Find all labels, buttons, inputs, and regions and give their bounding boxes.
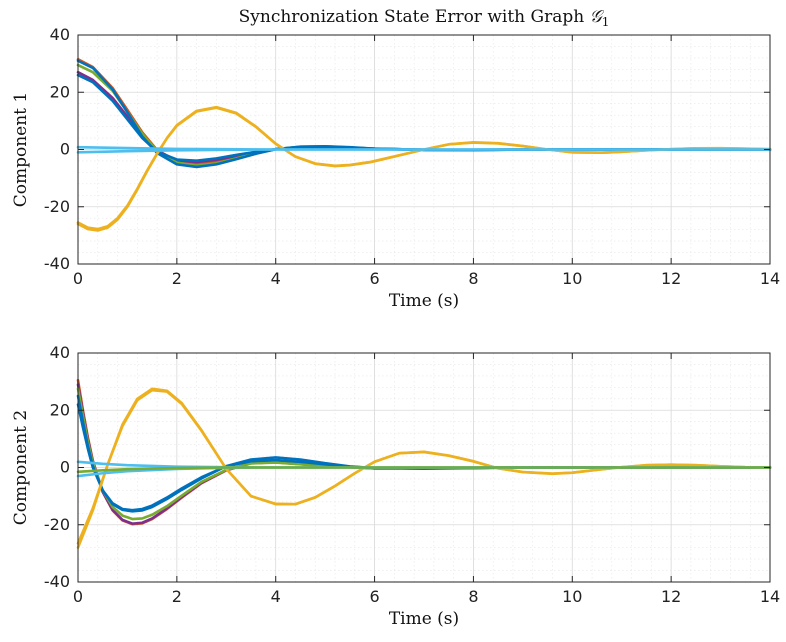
graph-subscript: 1: [602, 15, 610, 29]
series-group: [76, 378, 772, 549]
series-line-7: [76, 388, 772, 545]
y-tick-label: -20: [44, 515, 70, 534]
y-tick-label: 20: [50, 400, 70, 419]
chart-component-1: 0 2 4 6 8 10 12 14 -40 -20 0 20 40 Time (s) Component …: [11, 25, 780, 311]
x-tick-label: 14: [760, 269, 780, 288]
chart-component-2: 0 2 4 6 8 10 12 14 -40 -20 0 20 40 Time (s) Component …: [11, 343, 780, 629]
series-line-9: [76, 145, 772, 151]
x-tick-label: 10: [562, 269, 582, 288]
y-tick-label: 40: [50, 343, 70, 362]
figure-title: Synchronization State Error with Graph 𝒢…: [239, 7, 610, 29]
x-tick-label: 6: [369, 269, 379, 288]
y-tick-label: 20: [50, 82, 70, 101]
x-tick-label: 10: [562, 587, 582, 606]
x-tick-label: 4: [271, 269, 281, 288]
x-tick-label: 12: [661, 587, 681, 606]
x-axis-label: Time (s): [389, 291, 459, 311]
x-tick-label: 6: [369, 587, 379, 606]
graph-symbol: 𝒢: [590, 7, 605, 27]
y-axis-label: Component 2: [11, 410, 31, 526]
x-tick-label: 0: [73, 269, 83, 288]
y-tick-label: 40: [50, 25, 70, 44]
x-tick-label: 8: [468, 269, 478, 288]
series-group: [76, 58, 772, 232]
x-axis-label: Time (s): [389, 609, 459, 629]
x-tick-label: 0: [73, 587, 83, 606]
y-tick-label: -40: [44, 254, 70, 273]
y-tick-label: 0: [60, 140, 70, 159]
series-line-7: [76, 106, 772, 231]
y-tick-label: -20: [44, 197, 70, 216]
y-axis-label: Component 1: [11, 92, 31, 208]
x-tick-label: 8: [468, 587, 478, 606]
series-line-10: [76, 466, 772, 474]
x-tick-label: 2: [172, 587, 182, 606]
y-tick-label: -40: [44, 572, 70, 591]
y-tick-label: 0: [60, 458, 70, 477]
x-tick-label: 14: [760, 587, 780, 606]
x-tick-label: 2: [172, 269, 182, 288]
x-tick-label: 4: [271, 587, 281, 606]
x-tick-label: 12: [661, 269, 681, 288]
